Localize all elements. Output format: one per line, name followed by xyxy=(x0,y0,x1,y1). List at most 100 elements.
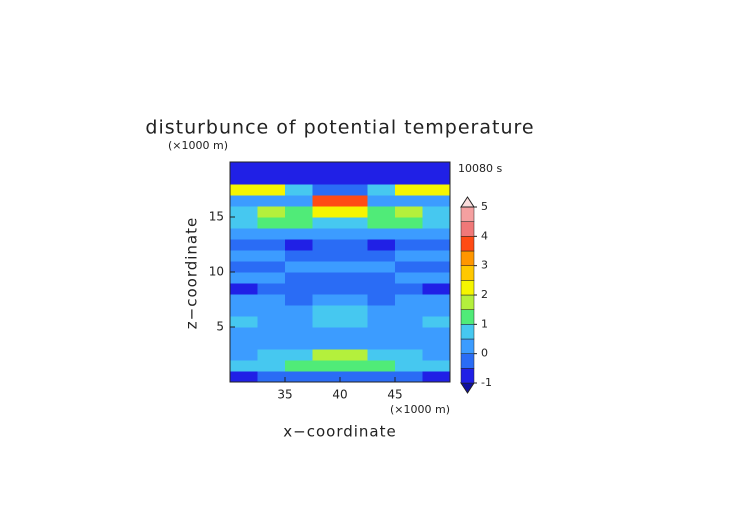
contour-cell xyxy=(312,272,341,284)
contour-cell xyxy=(395,239,423,251)
contour-cell xyxy=(367,206,396,218)
colorbar-tick-label: 3 xyxy=(481,259,488,272)
contour-cell xyxy=(367,239,396,251)
colorbar-box xyxy=(460,280,475,296)
y-tick-label: 15 xyxy=(209,210,224,224)
contour-cell xyxy=(230,228,258,240)
contour-cell xyxy=(312,371,341,383)
contour-cell xyxy=(395,250,423,262)
contour-cell xyxy=(395,305,423,317)
y-unit: (×1000 m) xyxy=(168,139,228,152)
contour-cell xyxy=(340,228,368,240)
contour-cell xyxy=(285,327,313,339)
contour-cell xyxy=(340,316,368,328)
contour-cell xyxy=(312,316,341,328)
contour-cell xyxy=(422,371,451,383)
contour-cell xyxy=(367,338,396,350)
contour-cell xyxy=(257,261,286,273)
contour-cell xyxy=(395,338,423,350)
contour-cell xyxy=(285,371,313,383)
contour-cell xyxy=(285,338,313,350)
contour-cell xyxy=(422,360,451,372)
contour-cell xyxy=(312,184,341,196)
contour-cell xyxy=(285,272,313,284)
contour-cell xyxy=(340,294,368,306)
contour-cell xyxy=(285,305,313,317)
colorbar-box xyxy=(460,353,475,369)
contour-cell xyxy=(230,294,258,306)
contour-cell xyxy=(312,360,341,372)
contour-cell xyxy=(257,305,286,317)
contour-cell xyxy=(367,217,396,229)
contour-cell xyxy=(340,206,368,218)
contour-cell xyxy=(395,294,423,306)
contour-cell xyxy=(340,250,368,262)
contour-cell xyxy=(340,184,368,196)
contour-cell xyxy=(285,294,313,306)
contour-cell xyxy=(285,316,313,328)
contour-cell xyxy=(230,338,258,350)
contour-cell xyxy=(257,250,286,262)
contour-cell xyxy=(257,217,286,229)
contour-cell xyxy=(367,294,396,306)
contour-cell xyxy=(285,184,313,196)
contour-cell xyxy=(422,272,451,284)
contour-cell xyxy=(367,228,396,240)
contour-cell xyxy=(285,349,313,361)
time-label: 10080 s xyxy=(458,162,502,175)
contour-cell xyxy=(367,195,396,207)
contour-cell xyxy=(422,206,451,218)
contour-cell xyxy=(422,173,451,185)
contour-cell xyxy=(395,206,423,218)
contour-cell xyxy=(257,272,286,284)
contour-cell xyxy=(340,327,368,339)
contour-cell xyxy=(312,327,341,339)
contour-cell xyxy=(285,250,313,262)
contour-cell xyxy=(340,371,368,383)
contour-cell xyxy=(312,173,341,185)
contour-cell xyxy=(367,371,396,383)
contour-cell xyxy=(340,305,368,317)
contour-cell xyxy=(257,371,286,383)
contour-cell xyxy=(257,283,286,295)
contour-cell xyxy=(422,195,451,207)
contour-cell xyxy=(230,327,258,339)
contour-cell xyxy=(230,316,258,328)
contour-cell xyxy=(367,360,396,372)
contour-cell xyxy=(395,327,423,339)
contour-cell xyxy=(312,305,341,317)
contour-cell xyxy=(230,162,258,174)
contour-cell xyxy=(285,206,313,218)
contour-cell xyxy=(340,338,368,350)
contour-cell xyxy=(230,360,258,372)
contour-cell xyxy=(230,305,258,317)
contour-cell xyxy=(312,338,341,350)
contour-cell xyxy=(230,206,258,218)
contour-cell xyxy=(285,195,313,207)
contour-cell xyxy=(367,316,396,328)
colorbar-box xyxy=(460,309,475,325)
contour-cell xyxy=(230,371,258,383)
contour-cell xyxy=(340,283,368,295)
contour-cell xyxy=(367,173,396,185)
contour-cell xyxy=(367,184,396,196)
colorbar-box xyxy=(460,324,475,340)
contour-cell xyxy=(395,371,423,383)
contour-cell xyxy=(367,272,396,284)
contour-cell xyxy=(285,283,313,295)
contour-cell xyxy=(257,184,286,196)
contour-cell xyxy=(285,239,313,251)
y-tick-label: 10 xyxy=(209,265,224,279)
contour-cell xyxy=(230,349,258,361)
contour-cell xyxy=(422,294,451,306)
contour-cell xyxy=(257,162,286,174)
colorbar-extend-high xyxy=(460,196,475,208)
contour-cell xyxy=(340,360,368,372)
contour-cell xyxy=(422,349,451,361)
y-tick-label: 5 xyxy=(216,320,224,334)
contour-cell xyxy=(312,195,341,207)
contour-cell xyxy=(395,228,423,240)
colorbar-tick-label: -1 xyxy=(481,376,492,389)
x-axis-label: x−coordinate xyxy=(283,423,396,441)
contour-cell xyxy=(395,283,423,295)
